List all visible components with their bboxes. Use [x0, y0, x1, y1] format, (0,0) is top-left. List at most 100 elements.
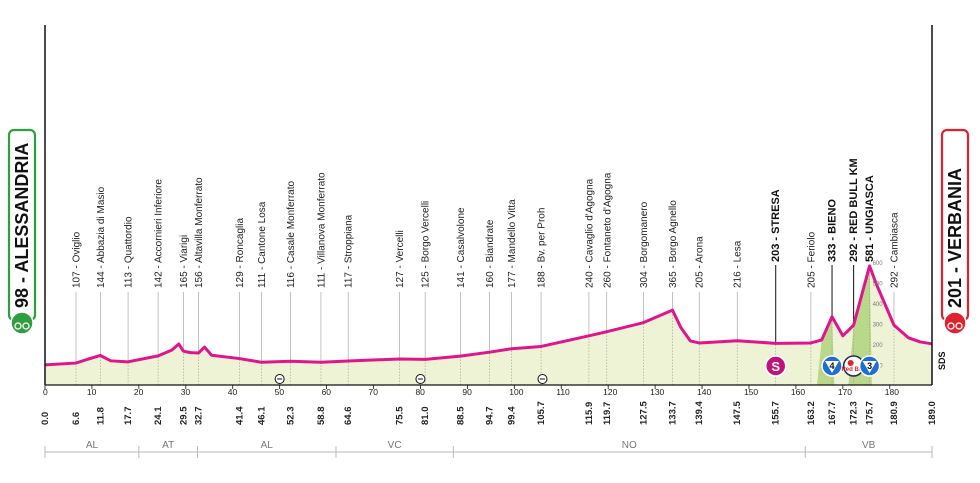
sds-logo: SDS — [937, 351, 947, 370]
waypoint-km-label: 81.0 — [420, 407, 431, 426]
waypoint-km-label: 88.5 — [455, 406, 466, 425]
waypoint-label: 260 - Fontaneto d'Agogna — [602, 172, 613, 288]
x-tick-label: 30 — [181, 387, 191, 397]
region-label: AT — [162, 440, 174, 451]
waypoint-km-label: 52.3 — [285, 407, 296, 426]
waypoint-label: 365 - Borgo Agnello — [668, 200, 679, 288]
waypoint-label: 107 - Oviglio — [71, 231, 82, 288]
waypoint-km-label: 180.9 — [889, 401, 900, 425]
waypoint-km-label: 167.7 — [827, 401, 838, 425]
x-tick-label: 130 — [650, 387, 664, 397]
waypoint-km-label: 105.7 — [536, 401, 547, 425]
x-tick-label: 180 — [885, 387, 899, 397]
climb-shade-2 — [848, 265, 872, 385]
kom-cat3-icon-triangle — [862, 361, 877, 373]
waypoint-km-label: 175.7 — [865, 401, 876, 425]
red-bull-sun — [847, 360, 854, 366]
waypoint-km-label: 163.2 — [806, 401, 817, 425]
waypoint-label: 205 - Arona — [695, 236, 706, 288]
waypoint-km-label: 133.7 — [667, 401, 678, 425]
finish-label: 201 - VERBANIA — [945, 168, 965, 308]
waypoint-label: 203 - STRESA — [770, 189, 782, 262]
waypoint-label: 292 - RED BULL KM — [848, 158, 860, 262]
region-strip: AL AT AL VC NO VB — [44, 440, 933, 458]
waypoint-label: 142 - Accornieri Inferiore — [154, 179, 165, 288]
waypoint-km-label: 115.9 — [584, 402, 595, 425]
waypoint-km-label: 58.8 — [316, 407, 327, 426]
altitude-tick-label: 500 — [873, 282, 884, 288]
waypoint-km-label: 6.6 — [71, 412, 82, 425]
altitude-tick-label: 600 — [873, 261, 884, 267]
waypoint-km-label: 46.1 — [256, 406, 267, 425]
waypoint-km-label: 119.7 — [602, 402, 613, 425]
green-start-icon — [10, 311, 34, 335]
waypoint-label: 129 - Roncaglia — [235, 218, 246, 288]
waypoint-label: 304 - Borgomanero — [639, 201, 650, 288]
sprint-icon — [764, 355, 787, 377]
waypoint-km-label: 29.5 — [178, 406, 189, 425]
waypoint-km-label: 172.3 — [849, 401, 860, 425]
route-markers: S 4 Red Bull 3 SDS — [274, 351, 947, 384]
x-tick-label: 50 — [275, 387, 285, 397]
x-tick-label: 120 — [603, 387, 617, 397]
waypoint-label: 160 - Biandrate — [485, 219, 496, 288]
region-label: NO — [622, 440, 637, 451]
waypoint-km-label: 147.5 — [732, 401, 743, 425]
profile-fill — [45, 265, 932, 385]
x-tick-label: 80 — [415, 387, 425, 397]
x-tick-label: 100 — [509, 387, 523, 397]
x-axis: 0 10 20 30 40 50 60 70 80 90 100 110 120 130 140 150 160… — [43, 25, 933, 397]
x-tick-label: 150 — [744, 387, 758, 397]
start-finish-labels: 98 - ALESSANDRIA 201 - VERBANIA — [7, 128, 970, 335]
waypoint-label: 141 - Casalvolone — [456, 207, 467, 288]
x-tick-label: 170 — [838, 387, 852, 397]
x-tick-label: 160 — [791, 387, 805, 397]
waypoint-label: 165 - Viarigi — [179, 235, 190, 288]
waypoint-label: 581 - UNGIASCA — [864, 175, 876, 262]
waypoint-km-label: 75.5 — [394, 406, 405, 425]
waypoint-label: 205 - Feriolo — [806, 231, 817, 288]
kom-category-label: 4 — [830, 361, 835, 371]
waypoint-label: 240 - Cavaglio d'Agogna — [584, 178, 595, 288]
finish-km-label: 189.0 — [927, 401, 938, 425]
x-tick-label: 140 — [697, 387, 711, 397]
waypoint-km-label: 139.4 — [694, 401, 705, 425]
waypoint-label: 188 - Bv. per Proh — [537, 208, 548, 288]
profile-line — [44, 264, 933, 367]
altitude-tick-label: 400 — [873, 302, 884, 308]
waypoint-km-label: 41.4 — [234, 406, 245, 425]
waypoint-label: 292 - Cambiasca — [889, 212, 900, 288]
waypoint-label: 125 - Borgo Vercelli — [421, 201, 432, 288]
waypoint-label: 144 - Abbazia di Masio — [96, 186, 107, 288]
waypoint-km-label: 127.5 — [638, 401, 649, 425]
red-finish-icon — [943, 311, 967, 335]
waypoint-km-label: 11.8 — [95, 407, 106, 425]
waypoint-label: 127 - Vercelli — [395, 230, 406, 288]
waypoint-km-label: 99.4 — [506, 406, 517, 425]
waypoint-km-label: 32.7 — [193, 407, 204, 426]
start-label: 98 - ALESSANDRIA — [12, 143, 32, 308]
waypoint-label: 113 - Quattordio — [124, 216, 135, 288]
sprint-label: S — [771, 359, 780, 374]
region-label: AL — [86, 440, 99, 451]
kom-category-label: 3 — [867, 361, 872, 371]
x-tick-label: 110 — [556, 387, 570, 397]
kom-cat4-icon-triangle — [825, 361, 840, 373]
waypoint-km-label: 24.1 — [153, 406, 164, 425]
waypoint-km-label: 17.7 — [123, 407, 134, 426]
x-tick-label: 70 — [369, 387, 379, 397]
x-tick-label: 10 — [87, 387, 97, 397]
waypoint-label: 111 - Villanova Monferrato — [316, 172, 327, 288]
red-finish-icon-wheel-a — [947, 322, 955, 330]
waypoint-km-label: 155.7 — [771, 401, 782, 425]
waypoint-guides — [75, 265, 895, 385]
waypoint-km-label: 64.6 — [343, 407, 354, 426]
green-start-icon-wheel-b — [22, 322, 30, 330]
x-tick-label: 90 — [462, 387, 472, 397]
region-label: VC — [388, 440, 402, 451]
waypoint-label: 216 - Lesa — [733, 240, 744, 288]
start-km-label: 0.0 — [40, 412, 51, 425]
waypoint-km-label: 94.7 — [484, 407, 495, 426]
region-label: VB — [862, 440, 876, 451]
